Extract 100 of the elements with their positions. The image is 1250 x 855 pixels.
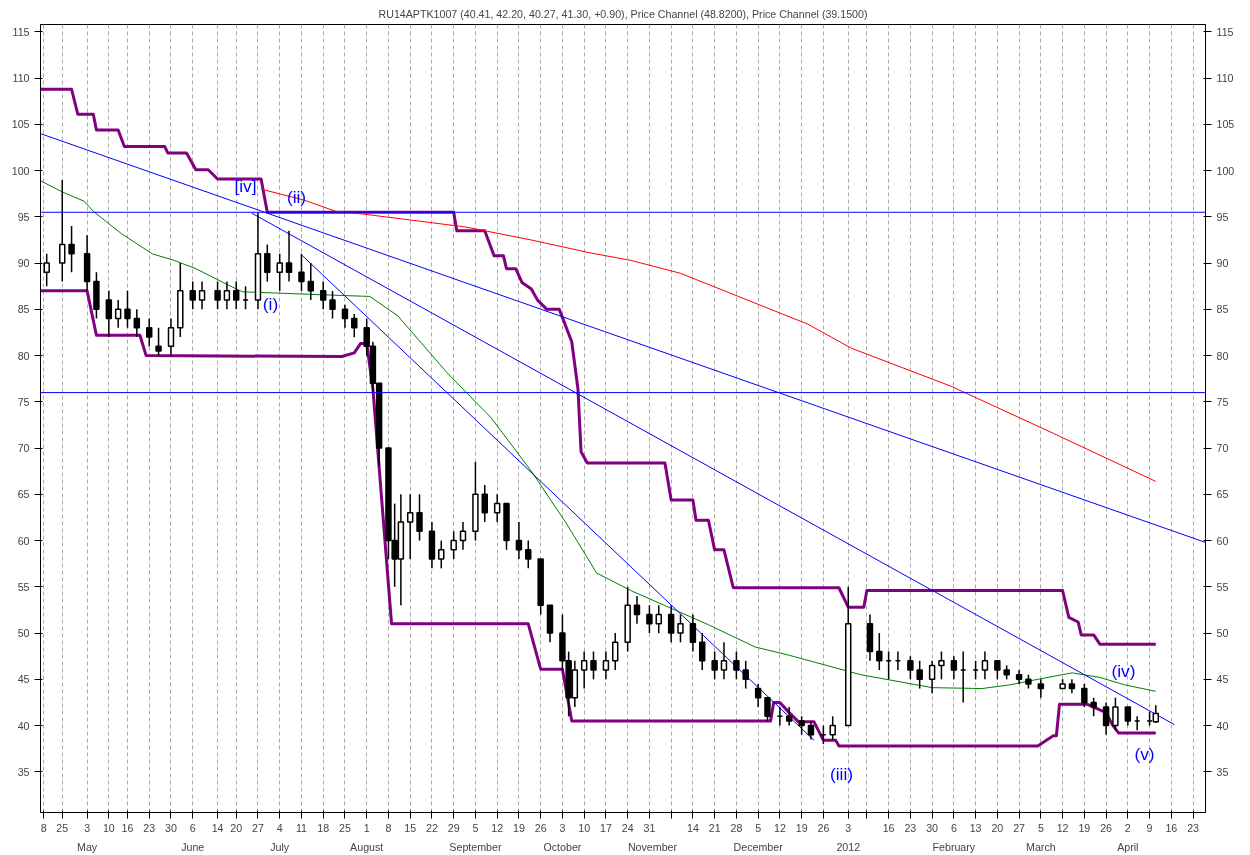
x-tick-label: 23 <box>143 821 156 834</box>
x-tick-label: 18 <box>317 821 330 834</box>
y-tick-label: 60 <box>17 534 30 547</box>
x-tick-label: 13 <box>969 821 982 834</box>
x-tick-label: 5 <box>755 821 762 834</box>
x-tick-label: 31 <box>643 821 656 834</box>
annotation: (v) <box>1134 744 1155 765</box>
x2-tick-label: April <box>1117 840 1139 853</box>
x-tick-label: 27 <box>252 821 264 834</box>
x-tick-label: 26 <box>1100 821 1113 834</box>
y2-tick-label: 115 <box>1216 25 1234 38</box>
y-tick-label: 45 <box>17 673 30 686</box>
x-tick-label: 24 <box>621 821 634 834</box>
y-tick-label: 70 <box>17 442 30 455</box>
y-tick-label: 65 <box>17 488 30 501</box>
x-tick-label: 21 <box>708 821 721 834</box>
x-tick-label: 29 <box>447 821 460 834</box>
y2-tick-label: 40 <box>1216 719 1229 732</box>
x2-tick-label: September <box>449 840 502 853</box>
x-tick-label: 23 <box>904 821 917 834</box>
x-tick-label: 23 <box>1187 821 1200 834</box>
x-tick-label: 10 <box>578 821 591 834</box>
x-tick-label: 27 <box>1013 821 1026 834</box>
x2-tick-label: October <box>543 840 582 853</box>
x-tick-label: 9 <box>1146 821 1153 834</box>
x2-tick-label: February <box>932 840 976 853</box>
x-tick-label: 6 <box>950 821 957 834</box>
y2-tick-label: 80 <box>1216 349 1229 362</box>
x-tick-label: 4 <box>276 821 283 834</box>
annotation: [iv] <box>234 176 257 197</box>
annotation: (iii) <box>829 764 854 785</box>
x-tick-label: 10 <box>102 821 115 834</box>
x-tick-label: 5 <box>472 821 479 834</box>
x2-tick-label: December <box>733 840 784 853</box>
y-tick-label: 85 <box>17 303 30 316</box>
x-tick-label: 16 <box>882 821 895 834</box>
y2-tick-label: 105 <box>1216 118 1235 131</box>
chart-title: RU14APTK1007 (40.41, 42.20, 40.27, 41.30, +0.90), Price Channel (48.8200), Price Channel (39.1500) <box>378 7 868 20</box>
x-tick-label: 12 <box>491 821 504 834</box>
y-tick-label: 80 <box>17 349 30 362</box>
x-tick-label: 3 <box>84 821 91 834</box>
x-tick-label: 26 <box>817 821 830 834</box>
x-tick-label: 25 <box>339 821 351 834</box>
x-tick-label: 8 <box>40 821 47 834</box>
x-tick-label: 5 <box>1037 821 1044 834</box>
x-tick-label: 19 <box>795 821 808 834</box>
x2-tick-label: March <box>1026 840 1056 853</box>
x-tick-label: 16 <box>1165 821 1178 834</box>
y-tick-label: 110 <box>12 72 30 85</box>
x-tick-label: 14 <box>686 821 699 834</box>
x2-tick-label: May <box>77 840 98 853</box>
x-tick-label: 30 <box>926 821 939 834</box>
x-tick-label: 20 <box>991 821 1004 834</box>
y-tick-label: 90 <box>17 257 30 270</box>
y-tick-label: 100 <box>11 164 30 177</box>
x-tick-label: 30 <box>165 821 177 834</box>
x-tick-label: 19 <box>1078 821 1091 834</box>
x-tick-label: 2 <box>1124 821 1131 834</box>
y2-tick-label: 75 <box>1216 395 1229 408</box>
x-tick-label: 25 <box>56 821 69 834</box>
x-tick-label: 6 <box>189 821 196 834</box>
x-tick-label: 3 <box>845 821 852 834</box>
annotation: (i) <box>262 294 279 315</box>
x-tick-label: 11 <box>295 821 308 834</box>
x-tick-label: 8 <box>385 821 392 834</box>
x-tick-label: 12 <box>773 821 786 834</box>
y2-tick-label: 35 <box>1216 765 1229 778</box>
x-tick-label: 17 <box>599 821 612 834</box>
y-tick-label: 40 <box>17 719 30 732</box>
y2-tick-label: 65 <box>1216 488 1229 501</box>
x-tick-label: 15 <box>404 821 417 834</box>
x-tick-label: 26 <box>534 821 547 834</box>
y2-tick-label: 55 <box>1216 580 1229 593</box>
y2-tick-label: 90 <box>1216 257 1229 270</box>
y-tick-label: 75 <box>17 395 30 408</box>
x2-tick-label: 2012 <box>836 840 861 853</box>
y-tick-label: 95 <box>17 210 30 223</box>
x2-tick-label: June <box>181 840 205 853</box>
x-tick-label: 1 <box>363 821 370 834</box>
y2-tick-label: 95 <box>1216 210 1229 223</box>
y2-tick-label: 50 <box>1216 627 1229 640</box>
y-tick-label: 115 <box>12 25 30 38</box>
y2-tick-label: 45 <box>1216 673 1229 686</box>
y2-tick-label: 100 <box>1216 164 1235 177</box>
y-tick-label: 50 <box>17 627 30 640</box>
y2-tick-label: 60 <box>1216 534 1229 547</box>
y2-tick-label: 110 <box>1216 72 1234 85</box>
x2-tick-label: August <box>350 840 384 853</box>
y2-tick-label: 85 <box>1216 303 1229 316</box>
x-tick-label: 3 <box>559 821 566 834</box>
y-tick-label: 55 <box>17 580 30 593</box>
x2-tick-label: July <box>270 840 290 853</box>
y-tick-label: 105 <box>11 118 30 131</box>
x-tick-label: 22 <box>426 821 438 834</box>
y-tick-label: 35 <box>17 765 30 778</box>
x-tick-label: 12 <box>1056 821 1069 834</box>
x-tick-label: 28 <box>730 821 743 834</box>
y2-tick-label: 70 <box>1216 442 1229 455</box>
x-tick-label: 14 <box>211 821 224 834</box>
x-tick-label: 16 <box>121 821 134 834</box>
